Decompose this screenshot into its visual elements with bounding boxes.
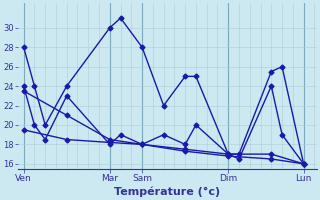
X-axis label: Température (°c): Température (°c) xyxy=(114,186,220,197)
